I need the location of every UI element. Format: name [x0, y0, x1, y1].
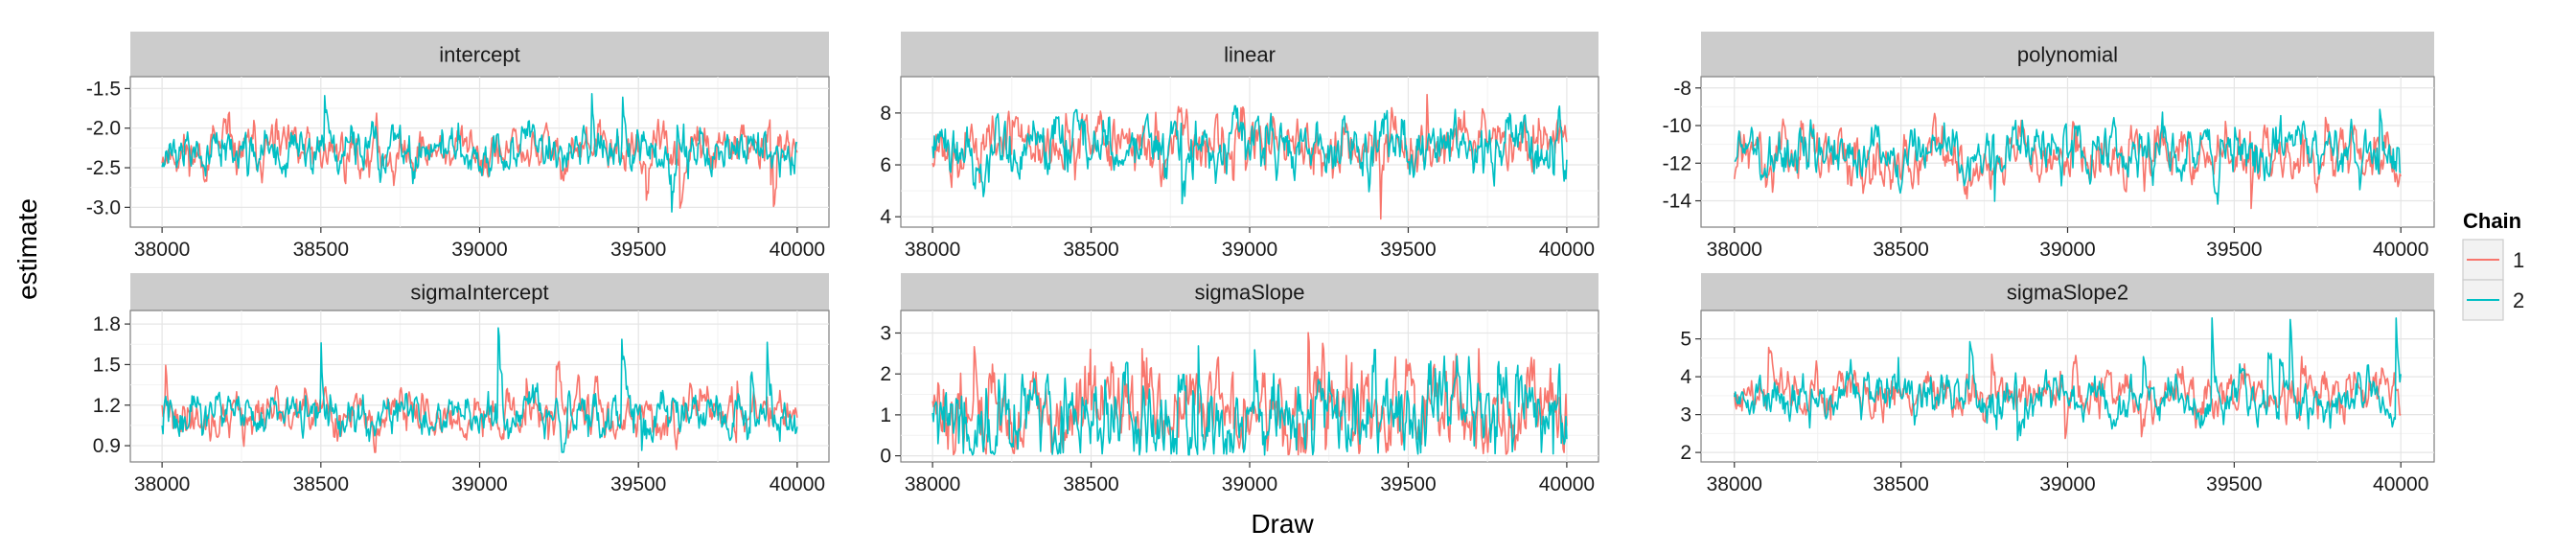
x-tick-label: 39000: [1222, 473, 1277, 495]
chain-legend: Chain 12: [2462, 209, 2524, 321]
legend-label-1: 1: [2513, 248, 2524, 272]
y-tick-label: 8: [880, 103, 891, 125]
strip-intercept: [130, 32, 829, 77]
x-tick-label: 38000: [905, 239, 960, 261]
x-tick-label: 38500: [1873, 239, 1928, 261]
x-tick-label: 39000: [1222, 239, 1277, 261]
y-tick-label: 2: [880, 363, 891, 385]
panel-intercept: intercept -1.5 -2.0 -2.5 -3.0 38000 38500 39000…: [86, 32, 830, 261]
strip-label-intercept: intercept: [439, 43, 519, 67]
trace-sigmaIntercept-chain-2: [161, 327, 798, 453]
y-tick-label: -2.5: [86, 157, 121, 179]
x-tick-label: 39000: [451, 473, 507, 495]
trace-polynomial-chain-1: [1734, 112, 2402, 210]
trace-linear-chain-2: [932, 104, 1568, 205]
x-tick-label: 38000: [134, 239, 190, 261]
panel-sigmaIntercept: sigmaIntercept 0.9 1.2 1.5 1.8 38000 38500 3900…: [93, 273, 830, 495]
x-tick-label: 39000: [451, 239, 507, 261]
y-tick-label: 6: [880, 154, 891, 176]
trace-sigmaSlope2-chain-2: [1734, 316, 2402, 442]
legend-entries: 12: [2462, 239, 2524, 321]
panel-linear: linear 4 6 8 38000 38500 39000 39500 40000: [880, 32, 1599, 261]
x-tick-label: 38000: [1707, 239, 1762, 261]
legend-title: Chain: [2463, 209, 2521, 233]
y-tick-label: 1.8: [93, 313, 121, 335]
strip-polynomial: [1701, 32, 2434, 77]
x-tick-label: 39500: [1380, 239, 1436, 261]
y-tick-label: 5: [1680, 329, 1691, 351]
x-tick-label: 39500: [610, 239, 666, 261]
y-tick-label: 3: [1680, 404, 1691, 426]
x-tick-label: 38500: [1063, 473, 1118, 495]
trace-sigmaSlope-chain-2: [932, 345, 1568, 456]
panel-sigmaSlope: sigmaSlope 0 1 2 3 38000 38500 39000 39500 40000: [880, 273, 1599, 495]
legend-label-2: 2: [2513, 288, 2524, 312]
x-tick-label: 40000: [2373, 239, 2428, 261]
y-tick-label: -14: [1663, 191, 1692, 213]
strip-linear: [901, 32, 1598, 77]
panel-polynomial: polynomial -8 -10 -12 -14 38000 38500 39000 3950…: [1663, 32, 2435, 261]
x-tick-label: 40000: [770, 239, 825, 261]
y-tick-label: -1.5: [86, 78, 121, 100]
y-tick-label: 4: [880, 206, 891, 228]
y-tick-label: 3: [880, 322, 891, 344]
x-axis-title: Draw: [1251, 509, 1314, 539]
y-tick-label: 1.5: [93, 354, 121, 376]
trace-linear-chain-1: [932, 93, 1568, 220]
strip-sigmaSlope2: [1701, 273, 2434, 310]
x-tick-label: 38000: [134, 473, 190, 495]
y-tick-label: 2: [1680, 442, 1691, 464]
trace-intercept-chain-2: [161, 93, 798, 213]
x-tick-label: 39500: [2206, 473, 2262, 495]
strip-label-sigmaIntercept: sigmaIntercept: [410, 281, 548, 305]
y-tick-label: -3.0: [86, 196, 121, 218]
y-tick-label: -8: [1673, 78, 1691, 100]
y-axis-title: estimate: [12, 198, 42, 300]
y-tick-label: 0.9: [93, 435, 121, 457]
x-tick-label: 40000: [1539, 239, 1595, 261]
y-tick-label: -10: [1663, 115, 1691, 137]
x-tick-label: 38500: [293, 473, 349, 495]
x-tick-label: 38500: [1873, 473, 1928, 495]
x-tick-label: 39500: [610, 473, 666, 495]
strip-label-linear: linear: [1224, 43, 1276, 67]
x-tick-label: 39500: [1380, 473, 1436, 495]
x-tick-label: 40000: [1539, 473, 1595, 495]
y-tick-label: 0: [880, 446, 891, 468]
strip-label-polynomial: polynomial: [2017, 43, 2118, 67]
x-tick-label: 40000: [770, 473, 825, 495]
y-tick-label: 4: [1680, 366, 1691, 388]
x-tick-label: 38500: [1063, 239, 1118, 261]
strip-label-sigmaSlope: sigmaSlope: [1195, 281, 1305, 305]
facet-panels: intercept -1.5 -2.0 -2.5 -3.0 38000 38500 39000…: [86, 32, 2435, 495]
strip-sigmaIntercept: [130, 273, 829, 310]
trace-polynomial-chain-2: [1734, 108, 2402, 205]
x-tick-label: 39000: [2039, 239, 2095, 261]
trace-sigmaIntercept-chain-1: [161, 360, 798, 453]
x-tick-label: 38000: [1707, 473, 1762, 495]
y-tick-label: -12: [1663, 152, 1691, 174]
panel-sigmaSlope2: sigmaSlope2 2 3 4 5 38000 38500 39000 39500 40000: [1680, 273, 2435, 495]
y-tick-label: 1.2: [93, 395, 121, 417]
x-tick-label: 39500: [2206, 239, 2262, 261]
x-tick-label: 40000: [2373, 473, 2428, 495]
y-tick-label: -2.0: [86, 118, 121, 140]
y-tick-label: 1: [880, 404, 891, 426]
x-tick-label: 38500: [293, 239, 349, 261]
strip-sigmaSlope: [901, 273, 1598, 310]
strip-label-sigmaSlope2: sigmaSlope2: [2007, 281, 2128, 305]
x-tick-label: 38000: [905, 473, 960, 495]
x-tick-label: 39000: [2039, 473, 2095, 495]
